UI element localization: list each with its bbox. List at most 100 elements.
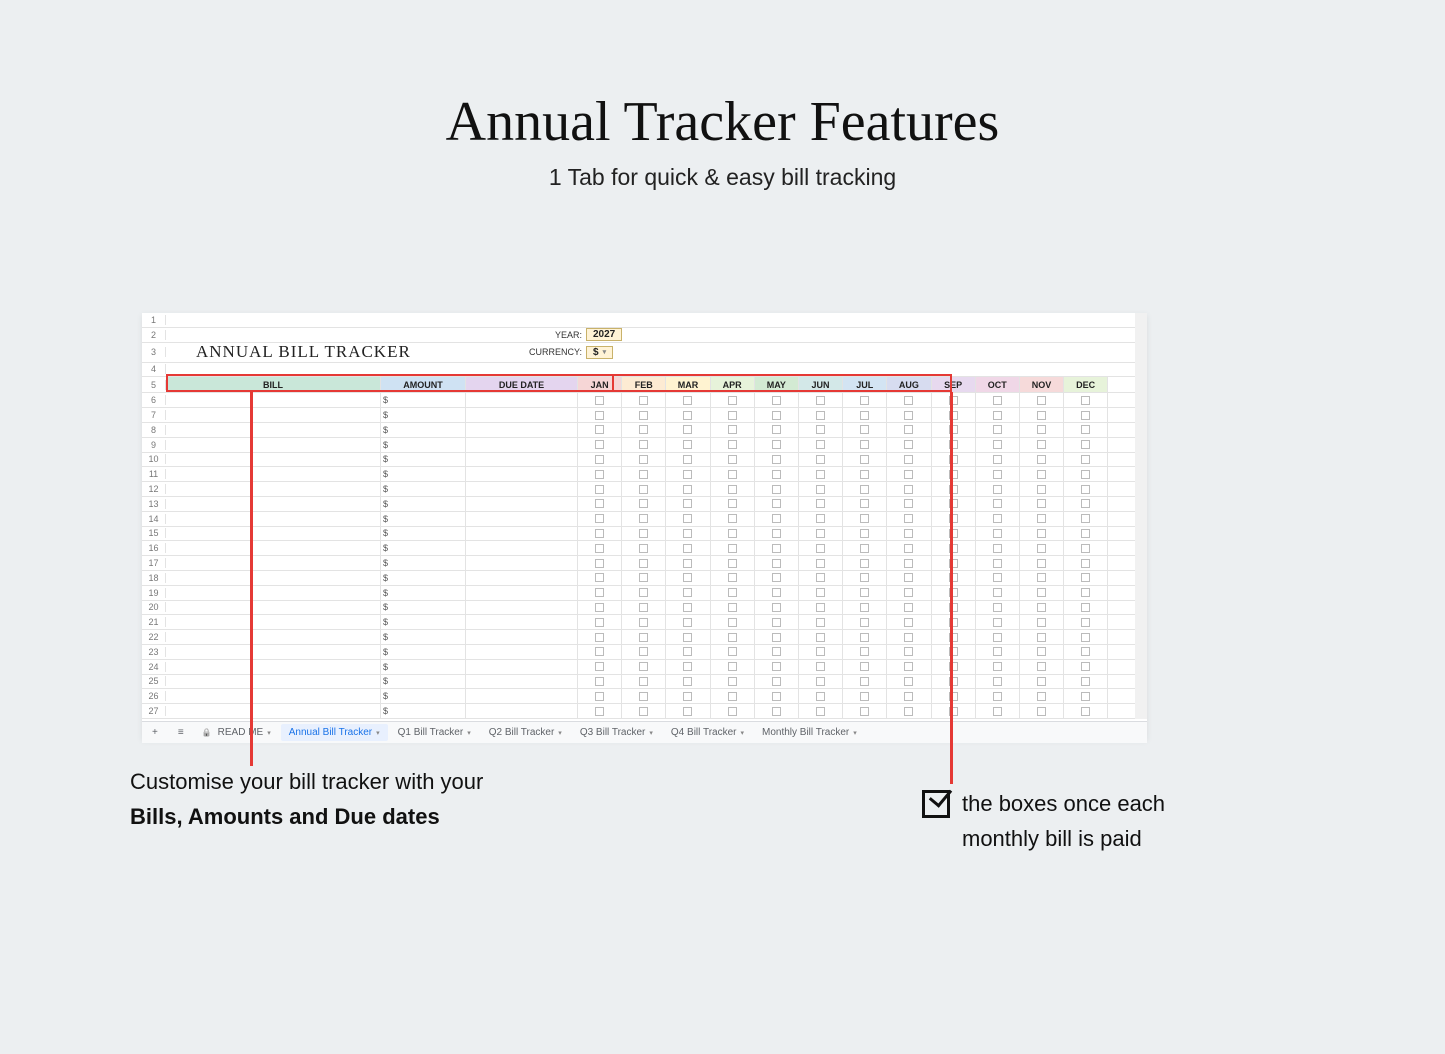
checkbox-icon[interactable] [595,514,604,523]
checkbox-icon[interactable] [683,485,692,494]
add-sheet-button[interactable]: + [142,727,168,738]
checkbox-icon[interactable] [728,396,737,405]
chevron-down-icon[interactable]: ▾ [267,729,271,737]
month-checkbox-cell[interactable] [666,408,710,422]
month-checkbox-cell[interactable] [578,497,622,511]
checkbox-icon[interactable] [816,677,825,686]
month-checkbox-cell[interactable] [578,689,622,703]
month-checkbox-cell[interactable] [887,586,931,600]
month-checkbox-cell[interactable] [976,556,1020,570]
checkbox-icon[interactable] [860,692,869,701]
month-checkbox-cell[interactable] [887,512,931,526]
checkbox-icon[interactable] [639,514,648,523]
duedate-cell[interactable] [466,482,578,496]
checkbox-icon[interactable] [949,603,958,612]
checkbox-icon[interactable] [816,529,825,538]
duedate-cell[interactable] [466,704,578,718]
checkbox-icon[interactable] [816,588,825,597]
month-checkbox-cell[interactable] [711,601,755,615]
checkbox-icon[interactable] [728,677,737,686]
checkbox-icon[interactable] [639,544,648,553]
checkbox-icon[interactable] [595,455,604,464]
month-checkbox-cell[interactable] [711,453,755,467]
month-checkbox-cell[interactable] [578,393,622,407]
month-checkbox-cell[interactable] [932,541,976,555]
month-checkbox-cell[interactable] [666,660,710,674]
month-checkbox-cell[interactable] [755,497,799,511]
month-checkbox-cell[interactable] [1020,497,1064,511]
month-checkbox-cell[interactable] [976,497,1020,511]
amount-cell[interactable]: $ [381,541,466,555]
month-checkbox-cell[interactable] [887,689,931,703]
month-checkbox-cell[interactable] [622,467,666,481]
month-checkbox-cell[interactable] [843,645,887,659]
month-checkbox-cell[interactable] [755,601,799,615]
checkbox-icon[interactable] [1037,499,1046,508]
checkbox-icon[interactable] [949,440,958,449]
sheet-tab[interactable]: Monthly Bill Tracker▾ [754,724,865,741]
month-checkbox-cell[interactable] [1064,645,1108,659]
month-checkbox-cell[interactable] [578,615,622,629]
checkbox-icon[interactable] [993,499,1002,508]
month-checkbox-cell[interactable] [755,571,799,585]
month-checkbox-cell[interactable] [711,615,755,629]
month-checkbox-cell[interactable] [799,482,843,496]
month-checkbox-cell[interactable] [887,660,931,674]
checkbox-icon[interactable] [728,470,737,479]
month-checkbox-cell[interactable] [932,438,976,452]
month-checkbox-cell[interactable] [799,423,843,437]
month-checkbox-cell[interactable] [843,467,887,481]
checkbox-icon[interactable] [772,470,781,479]
bill-cell[interactable] [166,527,381,541]
checkbox-icon[interactable] [816,662,825,671]
month-checkbox-cell[interactable] [622,601,666,615]
month-checkbox-cell[interactable] [711,630,755,644]
checkbox-icon[interactable] [1037,677,1046,686]
sheet-tab[interactable]: Q2 Bill Tracker▾ [481,724,570,741]
checkbox-icon[interactable] [816,440,825,449]
duedate-cell[interactable] [466,408,578,422]
checkbox-icon[interactable] [1081,529,1090,538]
checkbox-icon[interactable] [639,662,648,671]
checkbox-icon[interactable] [904,396,913,405]
checkbox-icon[interactable] [683,470,692,479]
checkbox-icon[interactable] [639,647,648,656]
month-checkbox-cell[interactable] [976,482,1020,496]
month-checkbox-cell[interactable] [666,423,710,437]
checkbox-icon[interactable] [1081,633,1090,642]
month-checkbox-cell[interactable] [666,586,710,600]
month-checkbox-cell[interactable] [843,393,887,407]
checkbox-icon[interactable] [639,440,648,449]
checkbox-icon[interactable] [639,573,648,582]
month-checkbox-cell[interactable] [887,497,931,511]
month-checkbox-cell[interactable] [887,527,931,541]
month-checkbox-cell[interactable] [799,527,843,541]
month-checkbox-cell[interactable] [1064,393,1108,407]
checkbox-icon[interactable] [904,603,913,612]
checkbox-icon[interactable] [949,618,958,627]
month-checkbox-cell[interactable] [843,541,887,555]
checkbox-icon[interactable] [949,485,958,494]
month-checkbox-cell[interactable] [622,438,666,452]
month-checkbox-cell[interactable] [1020,571,1064,585]
month-checkbox-cell[interactable] [976,660,1020,674]
checkbox-icon[interactable] [728,559,737,568]
month-checkbox-cell[interactable] [622,541,666,555]
month-checkbox-cell[interactable] [1064,571,1108,585]
month-checkbox-cell[interactable] [711,393,755,407]
month-checkbox-cell[interactable] [622,527,666,541]
month-checkbox-cell[interactable] [887,601,931,615]
month-checkbox-cell[interactable] [887,630,931,644]
checkbox-icon[interactable] [639,425,648,434]
month-checkbox-cell[interactable] [622,497,666,511]
month-checkbox-cell[interactable] [666,393,710,407]
amount-cell[interactable]: $ [381,393,466,407]
bill-cell[interactable] [166,541,381,555]
checkbox-icon[interactable] [683,662,692,671]
checkbox-icon[interactable] [904,633,913,642]
bill-cell[interactable] [166,571,381,585]
month-checkbox-cell[interactable] [711,467,755,481]
checkbox-icon[interactable] [683,455,692,464]
month-checkbox-cell[interactable] [1020,453,1064,467]
checkbox-icon[interactable] [1081,662,1090,671]
